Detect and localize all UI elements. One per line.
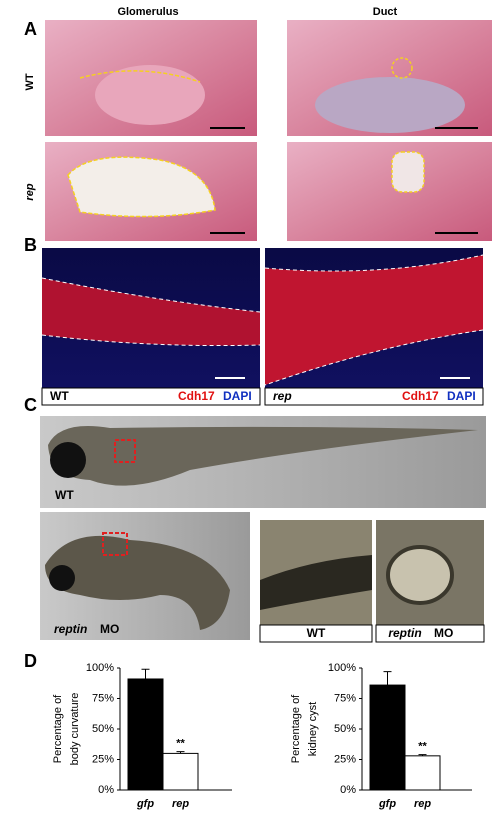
error-bar bbox=[141, 668, 150, 679]
panel-label: D bbox=[24, 651, 37, 671]
column-header: Glomerulus bbox=[117, 6, 178, 18]
y-tick-label: 75% bbox=[92, 692, 114, 704]
bar bbox=[404, 755, 441, 791]
column-header: Duct bbox=[373, 6, 398, 18]
fluorescence-images bbox=[41, 248, 484, 406]
caption: reptin bbox=[54, 622, 87, 636]
histology-images bbox=[45, 20, 492, 241]
x-tick-label: rep bbox=[172, 798, 189, 810]
y-axis-label: Percentage of bbox=[290, 694, 302, 763]
panel-label: B bbox=[24, 235, 37, 255]
panel-label: A bbox=[24, 19, 37, 39]
caption: WT bbox=[307, 626, 326, 640]
larva-images bbox=[40, 416, 486, 643]
caption: DAPI bbox=[447, 389, 476, 403]
y-tick-label: 50% bbox=[334, 723, 356, 735]
caption: WT bbox=[50, 389, 69, 403]
bar bbox=[127, 678, 164, 791]
error-bar bbox=[176, 751, 185, 754]
caption: MO bbox=[434, 626, 453, 640]
x-tick-label: gfp bbox=[378, 798, 396, 810]
y-axis-label: body curvature bbox=[69, 693, 81, 766]
caption: MO bbox=[100, 622, 119, 636]
y-tick-label: 50% bbox=[92, 723, 114, 735]
y-tick-label: 75% bbox=[334, 692, 356, 704]
caption: rep bbox=[273, 389, 292, 403]
caption: reptin bbox=[388, 626, 421, 640]
caption: DAPI bbox=[223, 389, 252, 403]
annotation: ** bbox=[418, 741, 427, 753]
y-tick-label: 25% bbox=[92, 753, 114, 765]
y-tick-label: 0% bbox=[340, 784, 356, 796]
x-tick-label: rep bbox=[414, 798, 431, 810]
caption: Cdh17 bbox=[178, 389, 215, 403]
axis bbox=[361, 668, 472, 791]
caption: Cdh17 bbox=[402, 389, 439, 403]
panel-label: C bbox=[24, 395, 37, 415]
caption: WT bbox=[55, 488, 74, 502]
row-label: rep bbox=[24, 183, 36, 200]
y-tick-label: 0% bbox=[98, 784, 114, 796]
bar bbox=[369, 684, 406, 791]
annotation: ** bbox=[176, 737, 185, 749]
x-tick-label: gfp bbox=[136, 798, 154, 810]
axis bbox=[119, 668, 232, 791]
y-tick-label: 25% bbox=[334, 753, 356, 765]
error-bar bbox=[418, 754, 427, 756]
y-tick-label: 100% bbox=[86, 662, 114, 674]
y-tick-label: 100% bbox=[328, 662, 356, 674]
bar bbox=[162, 752, 199, 791]
y-axis-label: kidney cyst bbox=[307, 702, 319, 756]
y-axis-label: Percentage of bbox=[52, 694, 64, 763]
error-bar bbox=[383, 671, 392, 686]
row-label: WT bbox=[24, 73, 36, 90]
